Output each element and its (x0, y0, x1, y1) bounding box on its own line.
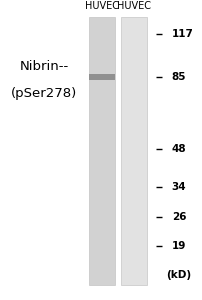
Bar (89, 16, 115, 285)
Text: (pSer278): (pSer278) (11, 87, 78, 100)
Text: 48: 48 (172, 144, 186, 154)
Bar (121, 16, 147, 285)
Text: HUVEC: HUVEC (117, 2, 151, 11)
Text: (kD): (kD) (166, 269, 191, 280)
Text: 117: 117 (172, 28, 194, 39)
Text: 85: 85 (172, 72, 186, 82)
Text: 19: 19 (172, 241, 186, 251)
Text: Nibrin--: Nibrin-- (20, 61, 69, 74)
Bar (89, 74, 115, 80)
Text: HUVEC: HUVEC (85, 2, 119, 11)
Text: 34: 34 (172, 182, 186, 192)
Text: 26: 26 (172, 212, 186, 222)
